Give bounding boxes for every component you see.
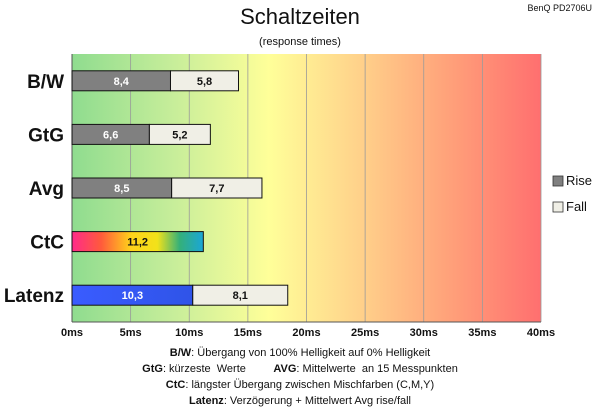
data-label: 10,3 <box>122 290 143 302</box>
x-tick-label: 25ms <box>351 327 379 339</box>
caption-line: GtG: kürzeste Werte AVG: Mittelwerte an … <box>142 363 458 375</box>
bar-segment <box>71 231 204 253</box>
caption-line: CtC: längster Übergang zwischen Mischfar… <box>165 379 435 391</box>
data-label: 8,1 <box>233 290 248 302</box>
chart-title: Schaltzeiten <box>240 4 360 29</box>
category-label: B/W <box>27 72 64 93</box>
x-tick-label: 0ms <box>61 327 83 339</box>
category-label: CtC <box>30 233 64 254</box>
bar-segment <box>148 123 211 145</box>
monitor-model-label: BenQ PD2706U <box>527 3 592 13</box>
chart-caption: B/W: Übergang von 100% Helligkeit auf 0%… <box>0 345 600 409</box>
x-tick-label: 10ms <box>175 327 203 339</box>
data-label: 8,5 <box>114 183 129 195</box>
data-label: 11,2 <box>127 237 148 249</box>
x-tick-label: 20ms <box>292 327 320 339</box>
caption-line: Latenz: Verzögerung + Mittelwert Avg ris… <box>188 395 412 407</box>
data-label: 6,6 <box>103 129 118 141</box>
x-tick-label: 30ms <box>410 327 438 339</box>
data-label: 7,7 <box>209 183 224 195</box>
x-tick-label: 40ms <box>527 327 555 339</box>
x-tick-label: 35ms <box>468 327 496 339</box>
caption-line: B/W: Übergang von 100% Helligkeit auf 0%… <box>169 347 431 359</box>
category-label: Avg <box>29 179 64 200</box>
data-label: 5,2 <box>172 129 187 141</box>
category-label: Latenz <box>4 286 64 307</box>
legend-label: Fall <box>566 199 587 214</box>
legend-label: Rise <box>566 173 592 188</box>
bar-segment <box>192 284 289 306</box>
category-label: GtG <box>28 125 64 146</box>
legend-swatch <box>552 175 564 187</box>
data-label: 5,8 <box>197 76 212 88</box>
x-tick-label: 15ms <box>234 327 262 339</box>
legend-swatch <box>552 201 564 213</box>
x-tick-label: 5ms <box>120 327 142 339</box>
bar-segment <box>169 70 239 92</box>
chart-subtitle: (response times) <box>259 36 341 48</box>
data-label: 8,4 <box>114 76 130 88</box>
bar-segment <box>171 177 263 199</box>
